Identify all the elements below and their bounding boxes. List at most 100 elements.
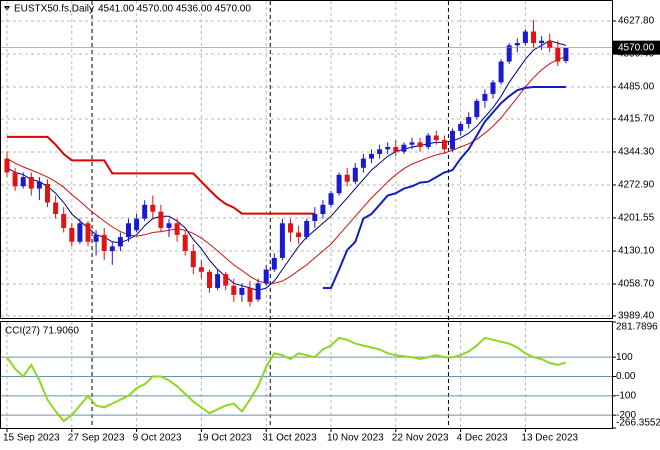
x-tick-label: 19 Oct 2023: [197, 433, 252, 444]
y-tick-label: 4058.70: [618, 279, 655, 290]
candle-body: [223, 274, 229, 286]
candle-body: [4, 158, 10, 173]
y-tick-label: 4344.30: [618, 147, 655, 158]
ohlc-values: 4541.00 4570.00 4536.00 4570.00: [98, 4, 251, 15]
candle-body: [69, 227, 75, 242]
x-tick-label: 4 Dec 2023: [457, 433, 509, 444]
y-tick-label: -100: [616, 390, 636, 401]
y-tick-label: -200: [616, 410, 636, 421]
candle-body: [377, 149, 383, 154]
candle-body: [369, 153, 374, 159]
candle-body: [539, 40, 545, 44]
cci-line: [6, 336, 567, 423]
candle-body: [344, 174, 350, 182]
candle-body: [352, 167, 358, 182]
candle-body: [385, 147, 391, 150]
candle-body: [247, 287, 253, 302]
candle-body: [134, 218, 140, 231]
candle-body: [482, 93, 488, 101]
indicator-line: [7, 135, 315, 215]
x-tick-label: 27 Sep 2023: [68, 433, 125, 444]
candle-body: [207, 271, 212, 288]
x-tick-label: 15 Sep 2023: [3, 433, 60, 444]
candle-body: [101, 234, 107, 251]
y-tick-label: 281.7896: [616, 322, 658, 333]
x-tick-label: 9 Oct 2023: [133, 433, 182, 444]
last-price-box: [613, 40, 660, 55]
candle-body: [409, 142, 415, 145]
candle-body: [231, 285, 237, 295]
candle-body: [312, 214, 318, 221]
candle-body: [393, 147, 399, 152]
candle-body: [458, 123, 464, 131]
candle-body: [433, 135, 439, 141]
candle-body: [490, 82, 496, 94]
candle-body: [522, 31, 528, 44]
main-panel: [0, 0, 613, 319]
candle-body: [28, 177, 34, 189]
candle-body: [158, 211, 164, 228]
x-tick-label: 10 Nov 2023: [327, 433, 384, 444]
y-tick-label: 4201.55: [618, 213, 655, 224]
y-tick-label: 4272.90: [618, 180, 655, 191]
candle-body: [328, 193, 334, 205]
candle-body: [239, 287, 245, 295]
candle-body: [563, 47, 569, 62]
candle-body: [61, 214, 67, 228]
candle-body: [182, 234, 188, 251]
candle-body: [401, 144, 407, 152]
candle-body: [20, 177, 26, 187]
candle-body: [360, 158, 366, 168]
candle-body: [174, 223, 180, 235]
candle-body: [93, 234, 99, 242]
cci-title: CCI(27) 71.9060: [5, 326, 79, 337]
candle-body: [514, 43, 520, 46]
candle-body: [166, 223, 172, 228]
candle-body: [304, 220, 310, 238]
candle-body: [263, 269, 269, 284]
candle-body: [190, 250, 196, 268]
candle-body: [320, 204, 326, 215]
y-tick-label: 0.00: [616, 371, 636, 382]
candle-body: [336, 174, 342, 194]
cci-panel: [0, 321, 613, 429]
x-tick-label: 22 Nov 2023: [392, 433, 449, 444]
candle-body: [506, 45, 512, 62]
symbol-title: EUSTX50.fs,Daily: [14, 4, 94, 15]
candle-body: [288, 223, 293, 233]
y-tick-label: 4415.70: [618, 114, 655, 125]
candle-body: [531, 31, 536, 44]
candle-body: [417, 142, 423, 148]
candle-body: [425, 135, 431, 148]
candle-body: [555, 47, 561, 62]
candle-body: [36, 181, 42, 189]
indicator-line: [322, 86, 566, 289]
candle-body: [117, 237, 123, 247]
y-tick-label: -266.3552: [616, 418, 660, 429]
candle-body: [255, 283, 261, 300]
candle-body: [466, 116, 472, 124]
candle-body: [296, 232, 302, 238]
y-tick-label: 100: [616, 352, 633, 363]
candle-body: [271, 257, 277, 270]
candle-body: [215, 274, 221, 288]
y-tick-label: 4130.10: [618, 246, 655, 257]
candle-body: [45, 183, 50, 203]
candle-body: [450, 130, 455, 150]
candle-body: [85, 223, 91, 242]
x-tick-label: 31 Oct 2023: [262, 433, 317, 444]
candle-body: [498, 61, 504, 83]
indicator-line: [6, 40, 567, 291]
x-tick-label: 13 Dec 2023: [521, 433, 578, 444]
last-price-label: 4570.00: [618, 42, 655, 53]
candle-body: [109, 246, 115, 251]
candle-body: [198, 267, 204, 272]
y-tick-label: 3989.40: [618, 311, 655, 322]
candle-body: [150, 204, 156, 212]
candle-body: [126, 223, 131, 238]
y-tick-label: 4627.80: [618, 16, 655, 27]
candle-body: [279, 223, 285, 258]
candle-body: [12, 172, 18, 187]
